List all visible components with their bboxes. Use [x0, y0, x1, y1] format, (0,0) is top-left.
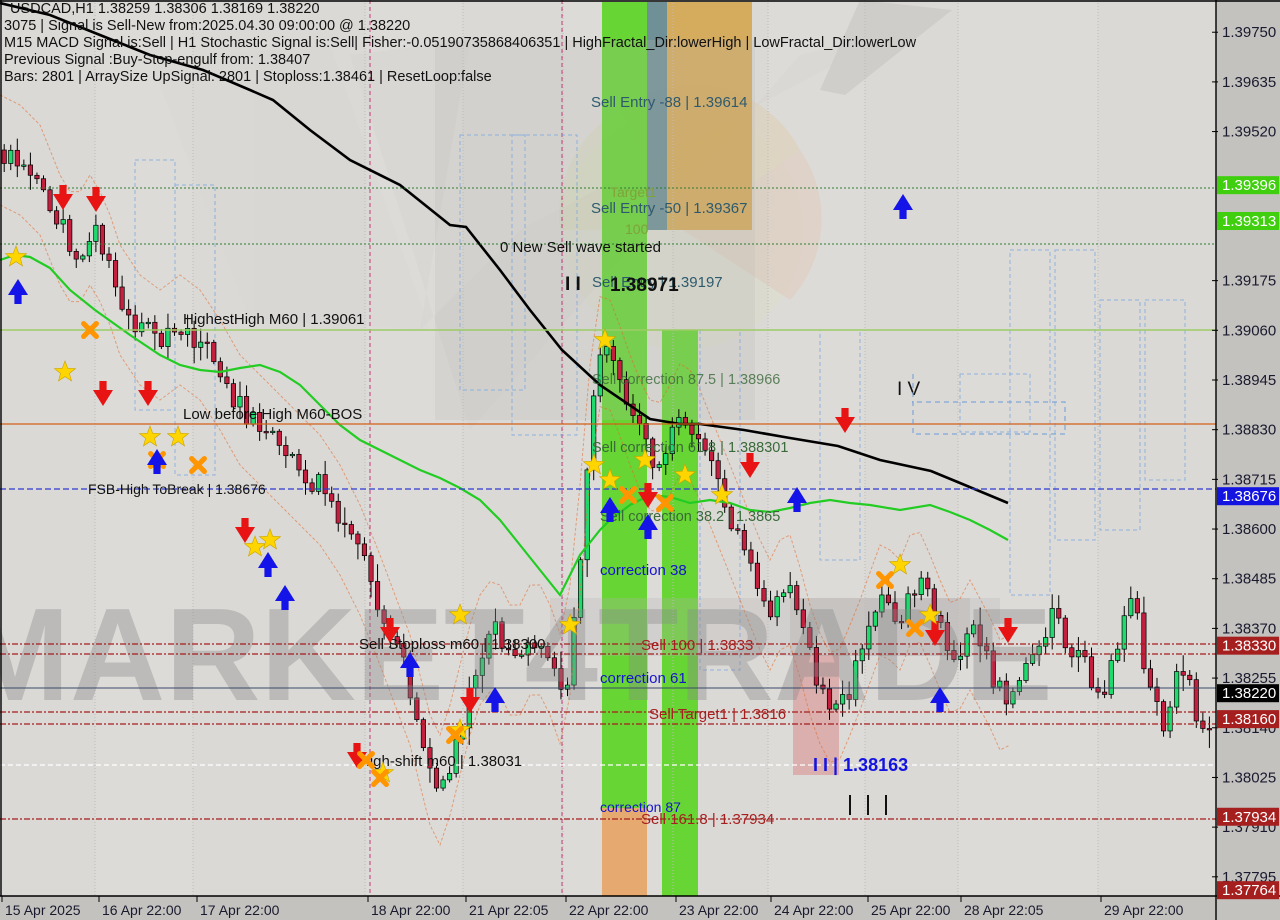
svg-text:1.38600: 1.38600 — [1222, 521, 1276, 538]
svg-text:22 Apr 22:00: 22 Apr 22:00 — [569, 902, 649, 918]
svg-text:1.38330: 1.38330 — [1222, 638, 1276, 655]
svg-text:1.38945: 1.38945 — [1222, 372, 1276, 389]
svg-text:23 Apr 22:00: 23 Apr 22:00 — [679, 902, 759, 918]
svg-text:1.38370: 1.38370 — [1222, 620, 1276, 637]
svg-text:1.39396: 1.39396 — [1222, 177, 1276, 194]
svg-text:25 Apr 22:00: 25 Apr 22:00 — [871, 902, 951, 918]
svg-text:1.39520: 1.39520 — [1222, 124, 1276, 141]
svg-text:1.38025: 1.38025 — [1222, 769, 1276, 786]
svg-text:1.37764: 1.37764 — [1222, 882, 1276, 899]
svg-text:29 Apr 22:00: 29 Apr 22:00 — [1104, 902, 1184, 918]
svg-text:17 Apr 22:00: 17 Apr 22:00 — [200, 902, 280, 918]
svg-text:1.39175: 1.39175 — [1222, 273, 1276, 290]
svg-text:1.37934: 1.37934 — [1222, 809, 1276, 826]
svg-text:1.38830: 1.38830 — [1222, 422, 1276, 439]
svg-text:28 Apr 22:05: 28 Apr 22:05 — [964, 902, 1044, 918]
svg-text:1.39060: 1.39060 — [1222, 322, 1276, 339]
svg-text:1.39313: 1.39313 — [1222, 213, 1276, 230]
svg-text:1.39750: 1.39750 — [1222, 24, 1276, 41]
svg-text:1.39635: 1.39635 — [1222, 74, 1276, 91]
svg-text:15 Apr 2025: 15 Apr 2025 — [5, 902, 81, 918]
svg-text:18 Apr 22:00: 18 Apr 22:00 — [371, 902, 451, 918]
svg-text:1.38715: 1.38715 — [1222, 471, 1276, 488]
svg-text:1.38676: 1.38676 — [1222, 488, 1276, 505]
svg-text:24 Apr 22:00: 24 Apr 22:00 — [774, 902, 854, 918]
svg-text:16 Apr 22:00: 16 Apr 22:00 — [102, 902, 182, 918]
svg-text:21 Apr 22:05: 21 Apr 22:05 — [469, 902, 549, 918]
svg-text:1.38220: 1.38220 — [1222, 685, 1276, 702]
svg-text:1.38485: 1.38485 — [1222, 571, 1276, 588]
svg-text:1.38160: 1.38160 — [1222, 711, 1276, 728]
